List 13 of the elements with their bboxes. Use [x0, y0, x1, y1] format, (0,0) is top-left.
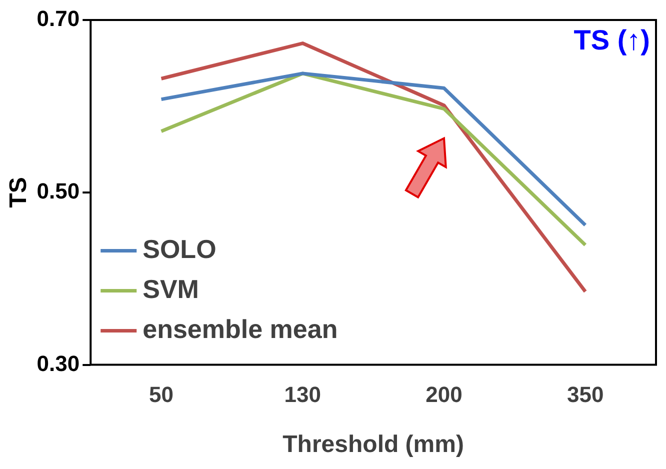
y-tick-label: 0.30: [36, 350, 80, 376]
legend-label: ensemble mean: [142, 314, 338, 344]
x-tick-label: 130: [284, 382, 321, 408]
x-tick-label: 200: [426, 382, 462, 408]
legend-label: SVM: [142, 274, 199, 304]
annotation: TS (↑): [574, 24, 650, 56]
y-tick-label: 0.70: [36, 6, 80, 32]
y-axis-title: TS: [5, 177, 32, 208]
y-tick-label: 0.50: [36, 178, 80, 204]
legend-label: SOLO: [142, 234, 216, 264]
x-tick-label: 350: [566, 382, 604, 408]
x-tick-label: 50: [149, 382, 174, 408]
x-axis-title: Threshold (mm): [282, 431, 464, 458]
